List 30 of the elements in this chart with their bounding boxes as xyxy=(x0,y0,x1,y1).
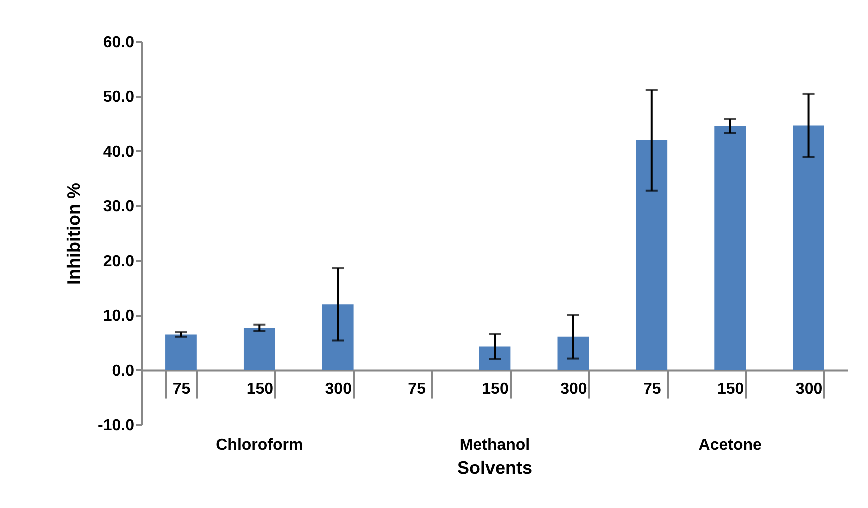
bar xyxy=(322,304,354,370)
text: Methanol xyxy=(460,437,530,454)
x-tick-label: 75 xyxy=(408,380,426,398)
y-tick-label: 50.0 xyxy=(103,89,135,106)
bar xyxy=(714,126,746,370)
y-tick-label: 40.0 xyxy=(103,144,135,161)
x-tick-label: 150 xyxy=(717,380,744,398)
text: Acetone xyxy=(698,437,762,454)
bar xyxy=(636,140,668,370)
text: Chloroform xyxy=(216,437,304,454)
x-tick-label: 300 xyxy=(325,380,352,398)
bar xyxy=(558,336,590,370)
y-tick-label: -10.0 xyxy=(98,418,135,434)
y-tick-label: 60.0 xyxy=(103,34,135,52)
x-tick-label: 75 xyxy=(172,380,191,398)
x-tick-label: 150 xyxy=(482,380,509,398)
x-axis-title: Solvents xyxy=(457,458,533,478)
bar xyxy=(166,334,197,370)
bar xyxy=(793,126,824,370)
y-tick-label: 20.0 xyxy=(103,253,135,270)
y-tick-label: 10.0 xyxy=(103,308,135,326)
bar xyxy=(479,346,511,370)
y-axis-title: Inhibition % xyxy=(64,183,84,285)
bar xyxy=(244,328,276,370)
x-tick-label: 75 xyxy=(643,380,662,398)
y-tick-label: 0.0 xyxy=(112,362,135,380)
x-tick-label: 300 xyxy=(796,380,823,398)
x-tick-label: 300 xyxy=(560,380,588,398)
x-tick-label: 150 xyxy=(246,380,274,398)
y-tick-label: 30.0 xyxy=(103,198,135,216)
